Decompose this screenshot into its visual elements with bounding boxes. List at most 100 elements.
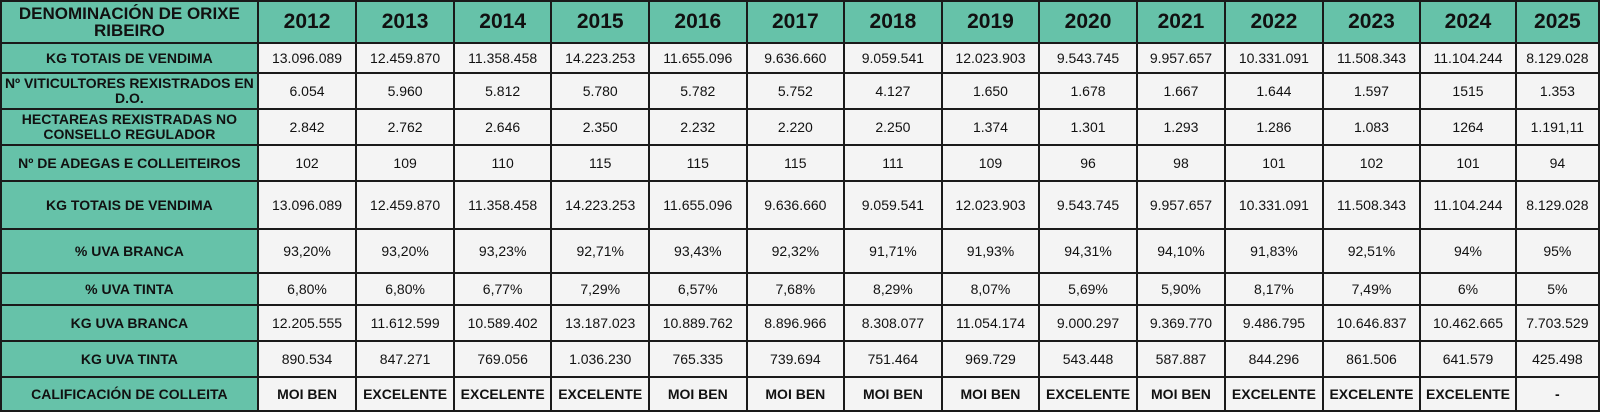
table-row: % UVA TINTA 6,80% 6,80% 6,77% 7,29% 6,57% 7,68… — [0, 272, 1600, 306]
table-cell: 12.023.903 — [940, 180, 1041, 230]
table-cell: 98 — [1135, 144, 1227, 182]
table-cell: 5,90% — [1135, 272, 1227, 306]
table-cell: 10.331.091 — [1224, 180, 1324, 230]
table-cell: 2.250 — [843, 108, 943, 146]
table-cell: 1.036.230 — [550, 340, 650, 378]
table-cell: 9.957.657 — [1135, 180, 1227, 230]
table-cell: 11.508.343 — [1321, 42, 1422, 74]
year-header: 2017 — [745, 0, 846, 44]
table-cell: 8.896.966 — [745, 304, 846, 342]
table-cell: 5.780 — [550, 72, 650, 110]
row-label: KG UVA TINTA — [0, 340, 259, 378]
table-cell: 2.842 — [256, 108, 358, 146]
year-header: 2021 — [1135, 0, 1227, 44]
table-cell: EXCELENTE — [1419, 376, 1517, 412]
table-cell: 11.104.244 — [1419, 180, 1517, 230]
table-cell: EXCELENTE — [1321, 376, 1422, 412]
table-cell: 5,69% — [1038, 272, 1138, 306]
table-cell: 11.508.343 — [1321, 180, 1422, 230]
table-cell: 5% — [1514, 272, 1600, 306]
table-cell: 11.054.174 — [940, 304, 1041, 342]
table-cell: 102 — [256, 144, 358, 182]
table-cell: 861.506 — [1321, 340, 1422, 378]
table-cell: 101 — [1419, 144, 1517, 182]
table-cell: 543.448 — [1038, 340, 1138, 378]
table-cell: MOI BEN — [843, 376, 943, 412]
table-cell: 11.612.599 — [355, 304, 455, 342]
table-cell: MOI BEN — [648, 376, 748, 412]
table-cell: 8,29% — [843, 272, 943, 306]
table-cell: EXCELENTE — [1038, 376, 1138, 412]
table-cell: 5.960 — [355, 72, 455, 110]
row-label: CALIFICACIÓN DE COLLEITA — [0, 376, 259, 412]
table-cell: EXCELENTE — [452, 376, 553, 412]
table-cell: 1.301 — [1038, 108, 1138, 146]
table-cell: 12.459.870 — [355, 42, 455, 74]
table-cell: 9.957.657 — [1135, 42, 1227, 74]
table-cell: 1.650 — [940, 72, 1041, 110]
row-label: KG UVA BRANCA — [0, 304, 259, 342]
year-header: 2014 — [452, 0, 553, 44]
table-cell: 115 — [550, 144, 650, 182]
table-cell: 94% — [1419, 228, 1517, 274]
table-cell: 1.353 — [1514, 72, 1600, 110]
table-cell: EXCELENTE — [550, 376, 650, 412]
table-cell: 9.000.297 — [1038, 304, 1138, 342]
table-cell: 12.459.870 — [355, 180, 455, 230]
table-cell: 1264 — [1419, 108, 1517, 146]
table-cell: 12.023.903 — [940, 42, 1041, 74]
year-header: 2015 — [550, 0, 650, 44]
table-cell: 6,57% — [648, 272, 748, 306]
table-cell: 9.543.745 — [1038, 42, 1138, 74]
table-cell: 115 — [745, 144, 846, 182]
year-header: 2022 — [1224, 0, 1324, 44]
row-label: KG TOTAIS DE VENDIMA — [0, 180, 259, 230]
table-row: Nº VITICULTORES REXISTRADOS EN D.O. 6.054… — [0, 72, 1600, 110]
table-cell: MOI BEN — [940, 376, 1041, 412]
table-cell: 11.104.244 — [1419, 42, 1517, 74]
table-cell: 10.646.837 — [1321, 304, 1422, 342]
table-cell: 1.678 — [1038, 72, 1138, 110]
table-cell: 91,71% — [843, 228, 943, 274]
table-cell: 844.296 — [1224, 340, 1324, 378]
table-row: HECTAREAS REXISTRADAS NO CONSELLO REGULA… — [0, 108, 1600, 146]
table-cell: 765.335 — [648, 340, 748, 378]
row-label: KG TOTAIS DE VENDIMA — [0, 42, 259, 74]
table-cell: 739.694 — [745, 340, 846, 378]
year-header: 2023 — [1321, 0, 1422, 44]
year-header: 2025 — [1514, 0, 1600, 44]
table-cell: 11.358.458 — [452, 42, 553, 74]
table-row: KG TOTAIS DE VENDIMA 13.096.089 12.459.870… — [0, 42, 1600, 74]
table-cell: 9.059.541 — [843, 42, 943, 74]
table-cell: 93,43% — [648, 228, 748, 274]
table-cell: 2.762 — [355, 108, 455, 146]
table-cell: 6,77% — [452, 272, 553, 306]
table-cell: 93,20% — [355, 228, 455, 274]
table-cell: 6,80% — [256, 272, 358, 306]
table-cell: 102 — [1321, 144, 1422, 182]
table-cell: 109 — [940, 144, 1041, 182]
table-cell: 11.655.096 — [648, 42, 748, 74]
table-row: KG UVA BRANCA 12.205.555 11.612.599 10.589.… — [0, 304, 1600, 342]
table-cell: 11.655.096 — [648, 180, 748, 230]
table-cell: 1515 — [1419, 72, 1517, 110]
table-cell: 969.729 — [940, 340, 1041, 378]
table-cell: 1.286 — [1224, 108, 1324, 146]
year-header: 2018 — [843, 0, 943, 44]
table-cell: 111 — [843, 144, 943, 182]
table-cell: 94,10% — [1135, 228, 1227, 274]
table-cell: MOI BEN — [256, 376, 358, 412]
table-cell: 9.486.795 — [1224, 304, 1324, 342]
table-cell: 13.096.089 — [256, 42, 358, 74]
table-cell: 847.271 — [355, 340, 455, 378]
table-cell: 751.464 — [843, 340, 943, 378]
table-cell: 1.293 — [1135, 108, 1227, 146]
table-cell: 9.059.541 — [843, 180, 943, 230]
table-cell: 641.579 — [1419, 340, 1517, 378]
table-cell: 9.369.770 — [1135, 304, 1227, 342]
table-cell: 7,29% — [550, 272, 650, 306]
table-cell: 1.667 — [1135, 72, 1227, 110]
table-cell: 2.646 — [452, 108, 553, 146]
table-cell: MOI BEN — [1135, 376, 1227, 412]
table-cell: 110 — [452, 144, 553, 182]
